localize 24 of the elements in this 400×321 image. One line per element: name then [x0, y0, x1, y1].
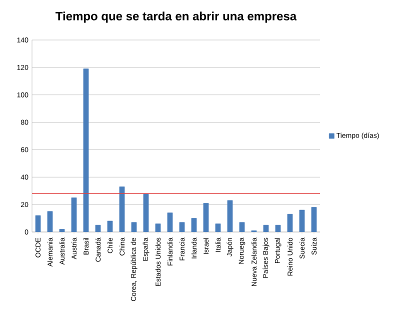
bar: [59, 229, 65, 232]
bar: [119, 186, 125, 232]
bar: [227, 200, 233, 232]
bar: [179, 222, 185, 232]
bar: [83, 68, 89, 232]
bar: [275, 224, 281, 232]
bar: [299, 210, 305, 232]
chart-title: Tiempo que se tarda en abrir una empresa: [56, 12, 297, 23]
bar: [35, 215, 41, 232]
bar: [311, 207, 317, 232]
bar: [263, 224, 269, 232]
bar: [71, 198, 77, 232]
bar: [47, 211, 53, 232]
bar: [95, 224, 101, 232]
bar: [287, 214, 293, 232]
bar: [191, 218, 197, 232]
bar: [203, 202, 209, 232]
bar: [215, 224, 221, 232]
bar: [131, 222, 137, 232]
bar: [239, 222, 245, 232]
bar: [107, 220, 113, 232]
bar: [155, 224, 161, 232]
bar: [143, 193, 149, 232]
bar: [167, 212, 173, 232]
